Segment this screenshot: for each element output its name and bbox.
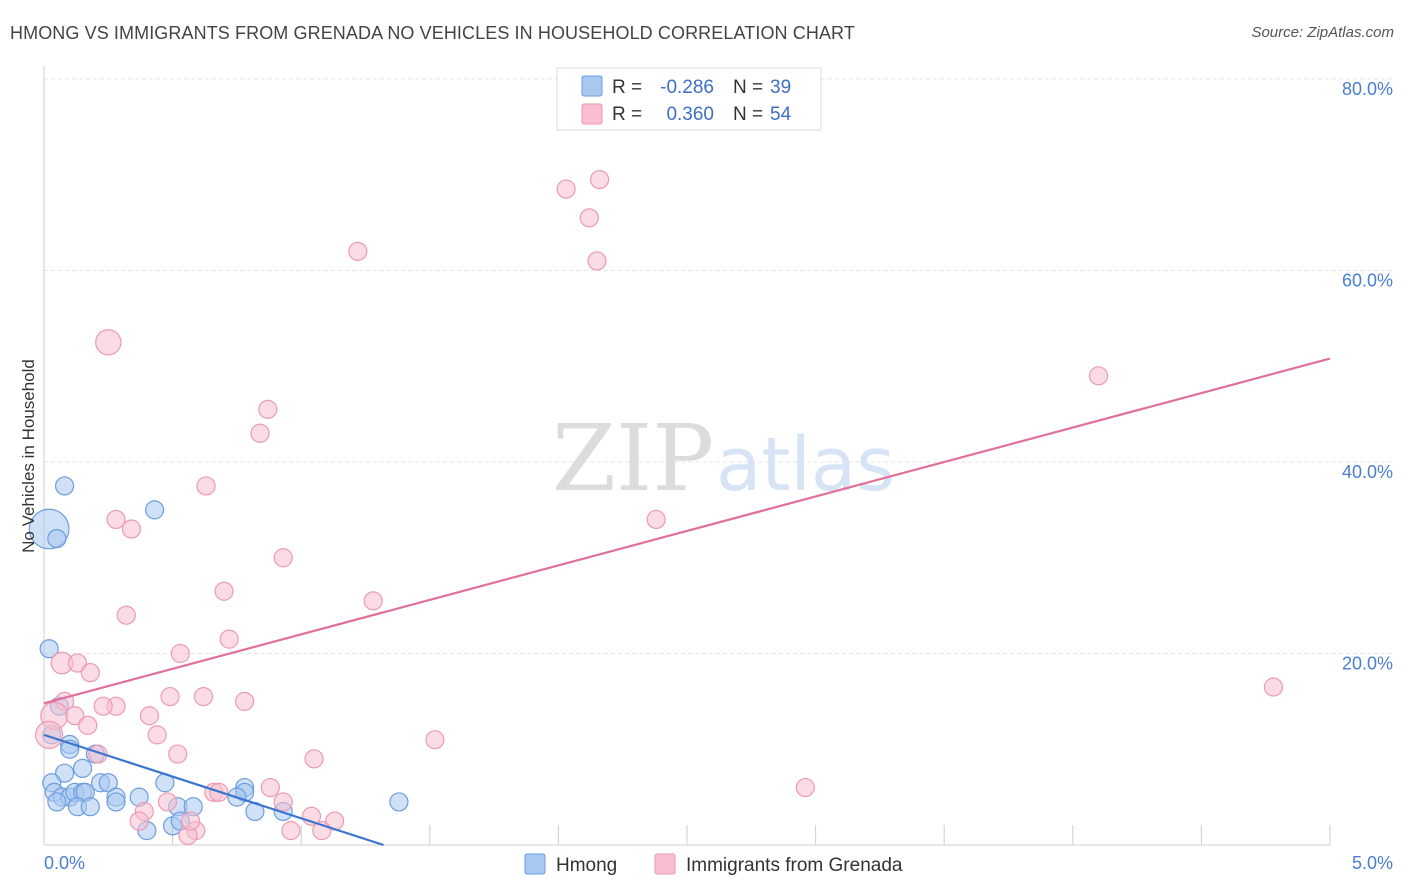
correlation-legend: R = -0.286 N = 39 R = 0.360 N = 54 xyxy=(556,67,822,131)
point-hmong-21 xyxy=(47,792,67,812)
legend-swatch-hmong xyxy=(581,75,603,97)
chart-title: HMONG VS IMMIGRANTS FROM GRENADA NO VEHI… xyxy=(10,23,855,43)
point-grenada-13 xyxy=(273,548,293,568)
point-grenada-33 xyxy=(147,725,167,745)
point-grenada-4 xyxy=(579,208,599,228)
point-grenada-3 xyxy=(589,169,610,190)
point-grenada-8 xyxy=(250,423,270,443)
y-axis-label: No Vehicles in Household xyxy=(19,359,38,553)
point-grenada-50 xyxy=(281,821,301,841)
point-grenada-2 xyxy=(556,179,576,199)
y-tick-label-3: 80.0% xyxy=(1342,79,1393,99)
legend-n-value-hmong: 39 xyxy=(770,77,791,98)
point-hmong-1 xyxy=(47,528,67,549)
point-grenada-17 xyxy=(219,629,239,649)
point-grenada-0 xyxy=(95,329,122,356)
point-grenada-16 xyxy=(116,605,136,625)
legend-r-label-grenada: R = xyxy=(612,104,642,125)
watermark-atlas: atlas xyxy=(716,422,895,508)
point-grenada-35 xyxy=(425,730,445,750)
point-hmong-10 xyxy=(54,763,75,783)
point-grenada-21 xyxy=(80,663,100,683)
point-grenada-34 xyxy=(35,720,64,749)
bottom-legend-swatch-hmong xyxy=(524,853,546,875)
legend-n-label-hmong: N = xyxy=(733,77,763,98)
point-grenada-37 xyxy=(88,744,108,764)
gridlines xyxy=(44,78,1392,654)
point-grenada-6 xyxy=(1088,366,1109,386)
legend-r-value-hmong: -0.286 xyxy=(660,77,714,98)
legend-swatch-grenada xyxy=(581,103,603,125)
x-tick-labels: 0.0% 5.0% xyxy=(44,853,1393,873)
point-grenada-24 xyxy=(160,686,180,707)
point-grenada-18 xyxy=(170,643,190,664)
x-tick-label-1: 5.0% xyxy=(1352,853,1393,873)
point-grenada-11 xyxy=(121,519,142,539)
source-credit: Source: ZipAtlas.com xyxy=(1251,24,1394,41)
x-tick-label-0: 0.0% xyxy=(44,853,85,873)
point-grenada-43 xyxy=(157,792,178,812)
point-grenada-39 xyxy=(260,777,280,798)
point-grenada-36 xyxy=(168,744,188,764)
point-grenada-30 xyxy=(65,706,85,726)
y-tick-labels: 20.0% 40.0% 60.0% 80.0% xyxy=(1342,79,1393,674)
point-hmong-25 xyxy=(106,792,126,812)
point-grenada-40 xyxy=(795,777,815,798)
y-tick-label-2: 60.0% xyxy=(1342,271,1393,291)
trend-line-grenada xyxy=(43,357,1331,705)
point-grenada-20 xyxy=(67,653,88,673)
point-grenada-14 xyxy=(214,581,234,601)
point-grenada-38 xyxy=(304,749,324,769)
point-hmong-34 xyxy=(389,792,409,812)
y-tick-label-0: 20.0% xyxy=(1342,654,1393,674)
bottom-legend-label-hmong: Hmong xyxy=(556,855,617,876)
legend-r-value-grenada: 0.360 xyxy=(666,104,714,125)
y-tick-label-1: 40.0% xyxy=(1342,462,1393,482)
point-hmong-23 xyxy=(80,797,100,817)
point-grenada-1 xyxy=(348,241,368,261)
point-grenada-48 xyxy=(129,811,149,831)
point-grenada-44 xyxy=(273,792,293,812)
point-hmong-3 xyxy=(144,500,165,520)
point-grenada-31 xyxy=(78,715,98,735)
axes xyxy=(43,66,1331,846)
point-grenada-7 xyxy=(258,399,278,419)
point-grenada-23 xyxy=(193,686,214,707)
point-grenada-12 xyxy=(646,509,666,530)
point-hmong-11 xyxy=(72,758,93,779)
point-hmong-2 xyxy=(54,476,75,496)
watermark: ZIP atlas xyxy=(552,405,895,512)
series-legend: Hmong Immigrants from Grenada xyxy=(524,853,903,876)
bottom-legend-label-grenada: Immigrants from Grenada xyxy=(686,855,903,876)
point-grenada-28 xyxy=(93,696,113,716)
point-grenada-25 xyxy=(235,691,255,711)
bottom-legend-swatch-grenada xyxy=(654,853,676,875)
legend-n-label-grenada: N = xyxy=(733,104,763,125)
point-grenada-9 xyxy=(196,476,216,496)
point-hmong-4 xyxy=(39,639,59,659)
legend-n-value-grenada: 54 xyxy=(770,104,792,125)
point-grenada-10 xyxy=(106,509,126,530)
trend-lines xyxy=(43,357,1331,847)
point-grenada-32 xyxy=(139,706,160,726)
point-grenada-22 xyxy=(1263,677,1284,697)
watermark-zip: ZIP xyxy=(552,405,714,512)
point-grenada-15 xyxy=(363,591,383,611)
point-grenada-5 xyxy=(587,251,607,271)
point-grenada-53 xyxy=(181,811,201,831)
trend-line-hmong xyxy=(43,733,384,847)
legend-r-label-hmong: R = xyxy=(612,77,642,98)
